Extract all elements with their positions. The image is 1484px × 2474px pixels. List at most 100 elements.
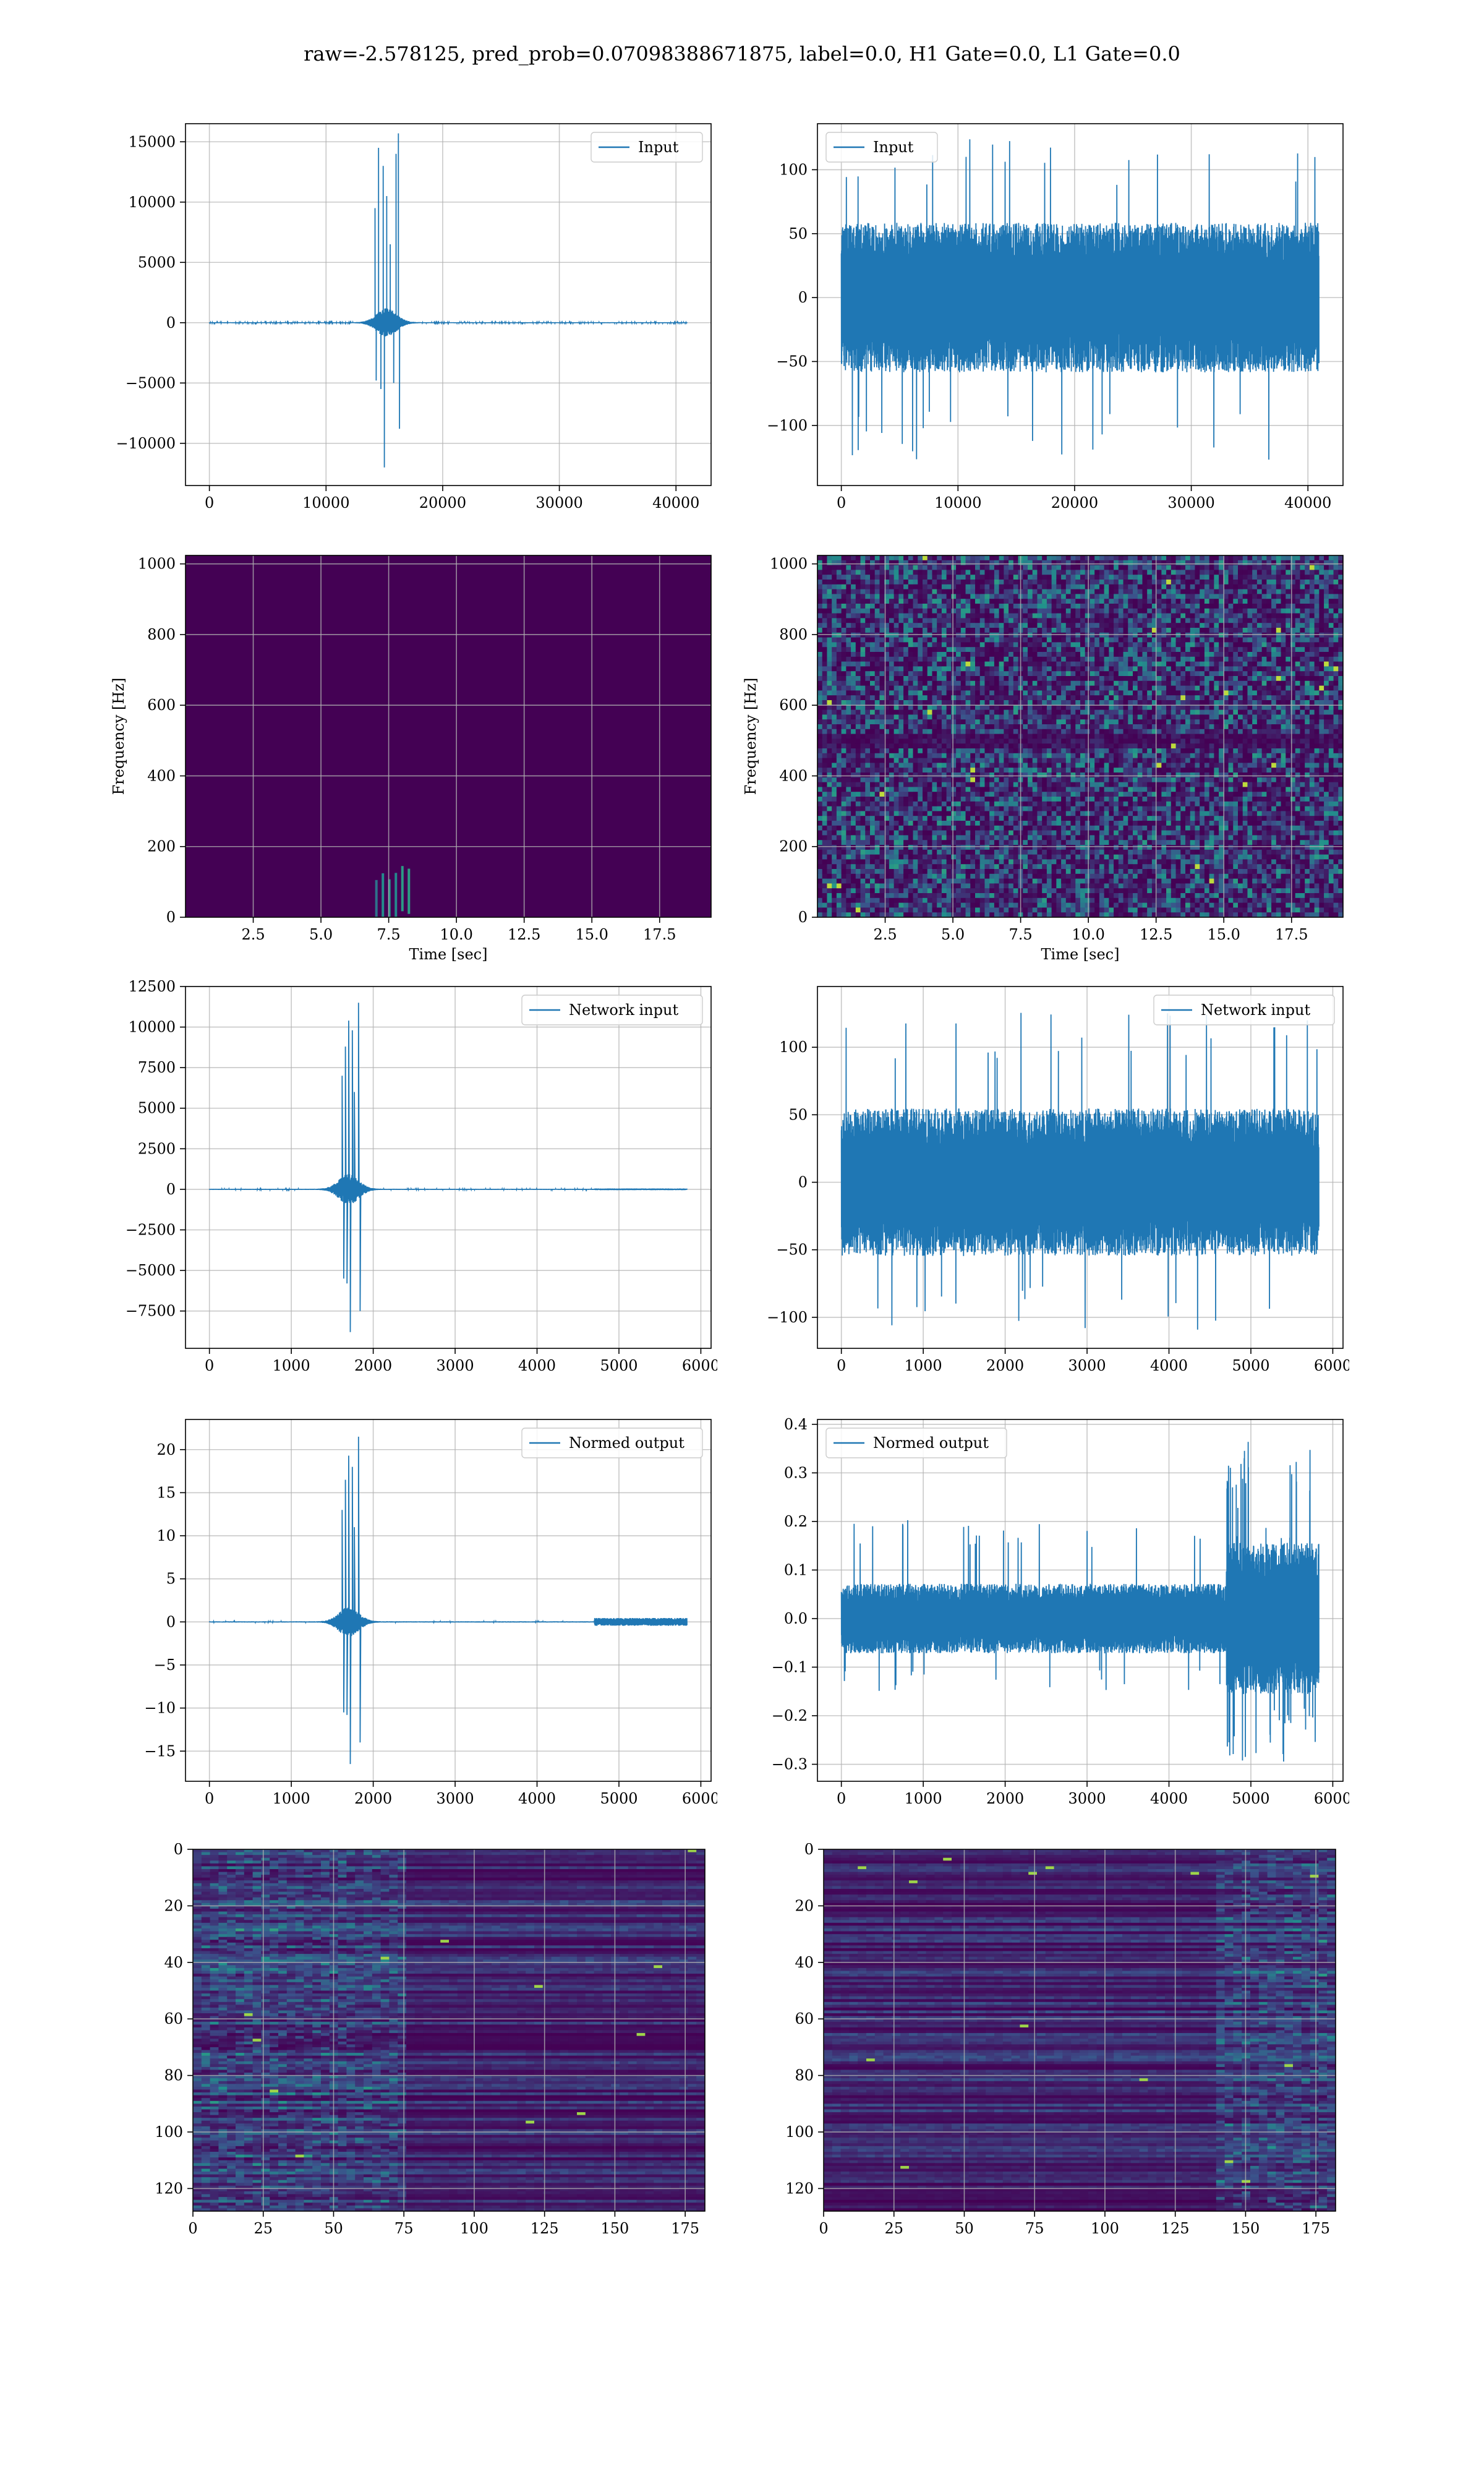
heatmap-cell (1094, 738, 1100, 744)
heatmap-cell (893, 830, 899, 836)
heatmap-cell (1099, 704, 1105, 711)
heatmap-cell (1056, 570, 1062, 575)
heatmap-cell (927, 840, 933, 845)
heatmap-cell (1051, 570, 1057, 575)
heatmap-cell (975, 575, 981, 580)
heatmap-cell (1046, 773, 1052, 778)
heatmap-cell (903, 797, 909, 802)
heatmap-cell (874, 873, 881, 880)
heatmap-cell (1090, 656, 1095, 662)
heatmap-cell (908, 859, 914, 865)
heatmap-cell (994, 671, 1000, 677)
heatmap-cell (898, 709, 904, 715)
heatmap-cell (1085, 902, 1091, 908)
heatmap-cell (927, 801, 933, 807)
heatmap-cell (851, 656, 856, 662)
heatmap-cell (903, 719, 909, 725)
heatmap-cell (1080, 792, 1086, 797)
heatmap-cell (846, 806, 851, 811)
heatmap-cell (1051, 854, 1057, 860)
heatmap-cell (1123, 647, 1128, 653)
heatmap-cell (903, 647, 909, 653)
heatmap-cell (903, 709, 909, 715)
heatmap-cell (1065, 580, 1072, 585)
heatmap-cell (932, 748, 937, 754)
heatmap-cell (1075, 897, 1081, 904)
heatmap-cell (1085, 729, 1091, 735)
heatmap-cell (1061, 580, 1067, 585)
heatmap-cell (836, 830, 842, 836)
heatmap-cell (965, 806, 971, 811)
heatmap-cell (836, 700, 842, 706)
heatmap-cell (970, 719, 976, 725)
heatmap-cell (937, 912, 942, 917)
heatmap-cell (918, 695, 923, 701)
heatmap-cell (1004, 907, 1009, 913)
heatmap-cell (1051, 816, 1057, 821)
heatmap-cell (999, 883, 1004, 889)
heatmap-cell (884, 792, 890, 797)
heatmap-cell (898, 797, 904, 802)
heatmap-cell (932, 821, 937, 826)
heatmap-cell (1094, 599, 1100, 604)
heatmap-cell (994, 685, 1000, 691)
heatmap-cell (975, 599, 981, 604)
heatmap-cell (908, 676, 914, 682)
burst-cell (375, 880, 378, 917)
heatmap-cell (851, 902, 856, 908)
heatmap-cell (1099, 816, 1105, 821)
heatmap-cell (1009, 724, 1014, 730)
heatmap-cell (923, 676, 928, 682)
heatmap-cell (1023, 580, 1028, 585)
heatmap-cell (1090, 835, 1095, 841)
heatmap-cell (1051, 912, 1057, 917)
heatmap-cell (1070, 743, 1076, 749)
x-tick-label: 20000 (419, 494, 466, 511)
heatmap-cell (913, 821, 918, 826)
heatmap-cell (956, 768, 962, 773)
heatmap-cell (1065, 570, 1072, 575)
heatmap-cell (865, 719, 871, 725)
heatmap-cell (1023, 589, 1028, 594)
heatmap-cell (979, 773, 986, 778)
heatmap-cell (851, 748, 856, 754)
heatmap-cell (932, 570, 937, 575)
heatmap-cell (855, 869, 861, 875)
heatmap-cell (1090, 801, 1095, 807)
heatmap-cell (923, 792, 928, 797)
heatmap-cell (1061, 729, 1067, 735)
heatmap-cell (1114, 873, 1119, 880)
heatmap-cell (870, 604, 876, 609)
heatmap-cell (979, 589, 986, 594)
heatmap-cell (937, 613, 942, 618)
heatmap-cell (1032, 632, 1038, 638)
heatmap-cell (970, 652, 976, 657)
heatmap-cell (1037, 719, 1043, 725)
heatmap-cell (1075, 912, 1081, 917)
heatmap-cell (1046, 806, 1052, 811)
heatmap-cell (1032, 830, 1038, 836)
heatmap-cell (923, 768, 928, 773)
heatmap-cell (827, 738, 832, 744)
heatmap-cell (923, 632, 928, 638)
heatmap-cell (951, 652, 957, 657)
heatmap-cell (918, 763, 923, 768)
heatmap-cell (918, 565, 923, 570)
heatmap-cell (832, 835, 837, 841)
heatmap-cell (889, 676, 895, 682)
heatmap-cell (989, 748, 995, 754)
heatmap-cell (918, 758, 923, 763)
heatmap-cell (841, 782, 846, 787)
heatmap-cell (1004, 792, 1009, 797)
heatmap-cell (1032, 825, 1038, 831)
heatmap-cell (1094, 661, 1100, 667)
heatmap-cell (999, 748, 1004, 754)
legend-label: Input (638, 139, 679, 156)
heatmap-cell (822, 589, 828, 594)
heatmap-cell (937, 714, 942, 720)
heatmap-cell (884, 642, 890, 648)
heatmap-cell (1075, 893, 1081, 899)
heatmap-cell (1051, 753, 1057, 759)
heatmap-cell (989, 816, 995, 821)
heatmap-cell (822, 811, 828, 816)
